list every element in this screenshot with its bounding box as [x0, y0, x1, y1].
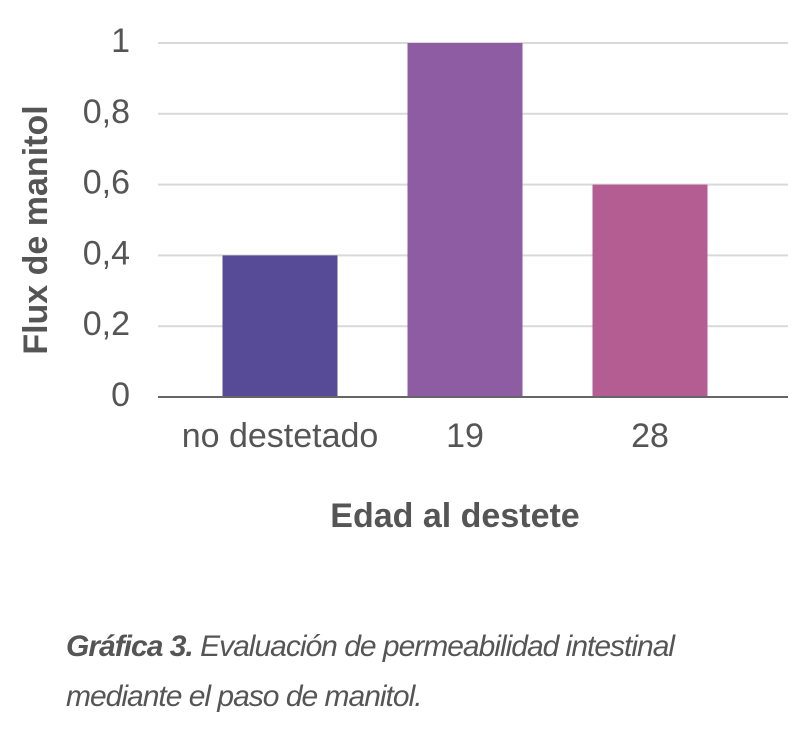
y-tick-label: 0,4: [83, 234, 130, 272]
y-tick-label: 1: [111, 22, 130, 60]
x-tick-label: 19: [446, 417, 484, 455]
x-tick-label: 28: [631, 417, 669, 455]
caption-text: Evaluación de permeabilidad intestinal m…: [66, 630, 675, 713]
x-axis-title: Edad al destete: [330, 497, 579, 535]
caption-label: Gráfica 3.: [66, 630, 194, 663]
y-tick-label: 0,6: [83, 164, 130, 202]
y-axis-title: Flux de manitol: [17, 105, 55, 354]
caption: Gráfica 3. Evaluación de permeabilidad i…: [66, 622, 746, 722]
chart: Flux de manitol Edad al destete 0 0,2 0,4 0…: [17, 22, 788, 535]
bar: [407, 43, 523, 397]
y-tick-label: 0,8: [83, 93, 130, 131]
x-tick-label: no destetado: [182, 417, 379, 455]
bar: [592, 184, 708, 397]
bar: [222, 255, 338, 397]
y-tick-label: 0,2: [83, 305, 130, 343]
y-tick-label: 0: [111, 376, 130, 414]
